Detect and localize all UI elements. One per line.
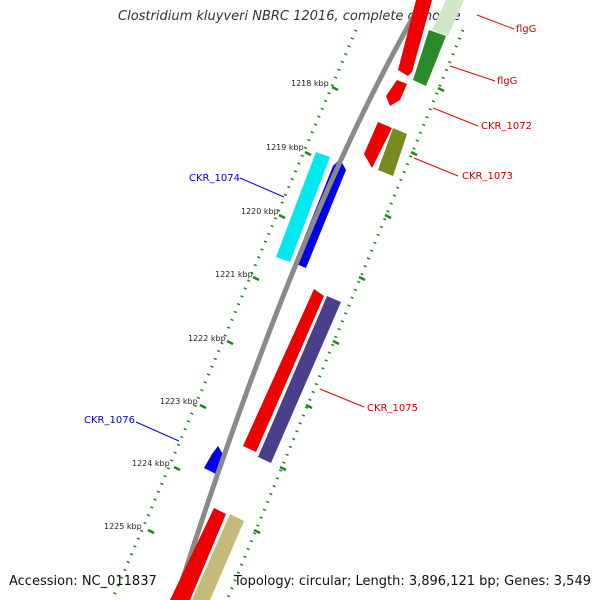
major-tick [147,528,155,535]
kbp-label: 1221 kbp [215,270,253,279]
label-connector [476,14,515,30]
kbp-label: 1224 kbp [132,459,170,468]
cds-feature[interactable] [170,508,226,600]
topology-text: Topology: circular; Length: 3,896,121 bp… [233,574,591,589]
cds-feature[interactable] [364,122,392,168]
gene-light-green[interactable] [432,0,464,36]
major-tick [384,213,392,220]
kbp-label: 1220 kbp [241,207,279,216]
label-connector [449,65,496,82]
major-tick [199,403,207,410]
major-tick [332,339,340,346]
inner-tick-ring [110,29,358,600]
kbp-label: 1222 kbp [188,334,226,343]
genome-backbone [173,0,426,600]
gene-khaki[interactable] [192,514,244,600]
map-title: Clostridium kluyveri NBRC 12016, complet… [118,9,461,24]
major-tick [358,275,366,282]
label-connector [239,177,285,198]
major-tick [173,465,181,472]
kbp-label: 1225 kbp [104,522,142,531]
gene-label-ckr-1072[interactable]: CKR_1072 [481,121,532,132]
major-tick [331,85,339,92]
label-connector [319,388,365,408]
cds-feature[interactable] [386,80,407,106]
major-tick [279,465,287,472]
gene-label-ckr-1075[interactable]: CKR_1075 [367,403,418,414]
major-tick [226,339,234,346]
major-tick [253,528,261,535]
gene-flgg-green[interactable] [413,30,446,86]
major-tick [252,275,260,282]
cds-feature[interactable] [398,0,432,76]
accession-text: Accession: NC_011837 [9,574,157,589]
kbp-label: 1223 kbp [160,397,198,406]
outer-tick-ring [225,29,465,600]
gene-label-ckr-1076[interactable]: CKR_1076 [84,415,135,426]
label-connector [432,107,479,127]
cds-feature[interactable] [243,289,324,452]
gene-label-flgg[interactable]: flgG [516,24,536,35]
gene-label-ckr-1074[interactable]: CKR_1074 [189,173,240,184]
major-tick [437,86,445,93]
label-connector [413,157,459,177]
gene-label-flgg[interactable]: flgG [497,76,517,87]
label-connector [135,421,180,442]
gene-ckr-1073-olive[interactable] [378,128,407,176]
major-tick [305,403,313,410]
gene-label-ckr-1073[interactable]: CKR_1073 [462,171,513,182]
kbp-label: 1218 kbp [291,79,329,88]
gene-ckr-1074-cyan[interactable] [276,152,330,262]
major-tick [410,150,418,157]
major-tick [278,213,286,220]
gene-ckr-1075-indigo[interactable] [258,296,341,463]
kbp-label: 1219 kbp [266,143,304,152]
major-tick [304,150,312,157]
